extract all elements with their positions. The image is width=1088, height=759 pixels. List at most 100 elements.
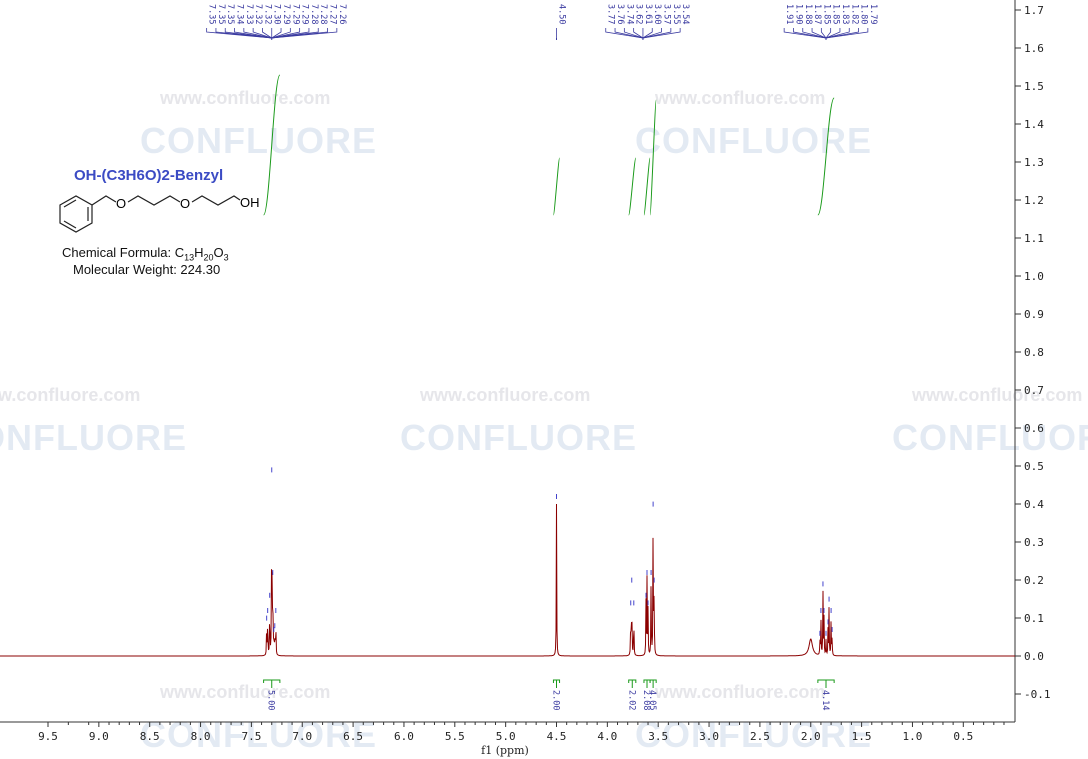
x-tick-label: 8.5 (140, 730, 160, 743)
integral-value: 5.00 (266, 690, 276, 710)
watermark-brand: CONFLUORE (140, 120, 377, 161)
y-tick-label: 1.1 (1024, 232, 1044, 245)
spectrum-line (0, 503, 1015, 657)
integral-value: 4.14 (820, 690, 830, 710)
watermark-url: www.confluore.com (655, 88, 826, 108)
peak-label: 3.61 (643, 4, 653, 24)
watermark-url: www.confluore.com (420, 385, 591, 405)
peak-label: 7.29 (300, 4, 310, 24)
y-tick-label: 0.4 (1024, 498, 1044, 511)
y-tick-label: -0.1 (1024, 688, 1051, 701)
svg-text:OH: OH (240, 195, 260, 210)
x-tick-label: 8.0 (191, 730, 211, 743)
peak-label-leader (271, 28, 301, 39)
peak-label: 3.74 (624, 4, 634, 24)
watermark-brand: CONFLUORE (892, 417, 1088, 458)
x-tick-label: 5.0 (496, 730, 516, 743)
peak-label: 1.85 (831, 4, 841, 24)
y-tick-label: 1.5 (1024, 80, 1044, 93)
peak-label: 7.29 (290, 4, 300, 24)
peak-label: 1.85 (821, 4, 831, 24)
integral-curve (643, 157, 651, 216)
peak-label: 7.29 (281, 4, 291, 24)
integral-curve (552, 157, 561, 216)
y-tick-label: 0.9 (1024, 308, 1044, 321)
peak-label: 7.32 (253, 4, 263, 24)
x-tick-label: 9.0 (89, 730, 109, 743)
peak-label-leader (825, 28, 869, 39)
peak-label: 1.91 (784, 4, 794, 24)
integral-bracket (552, 679, 561, 688)
peak-label: 1.80 (859, 4, 869, 24)
y-tick-label: 0.0 (1024, 650, 1044, 663)
peak-label: 7.34 (235, 4, 245, 24)
integral-curve (628, 157, 637, 216)
integral-value: 2.00 (551, 690, 561, 710)
peak-label-leader (642, 28, 681, 39)
integral-value: 2.08 (641, 690, 651, 710)
peak-label-leader (262, 28, 272, 39)
peak-label-leader (252, 28, 272, 39)
peak-label: 7.32 (262, 4, 272, 24)
watermark-brand: CONFLUORE (400, 417, 637, 458)
peak-label-leader (642, 28, 653, 39)
x-tick-label: 6.5 (343, 730, 363, 743)
peak-label: 3.77 (606, 4, 616, 24)
x-tick-label: 0.5 (953, 730, 973, 743)
integral-bracket (649, 679, 657, 688)
peak-label-leader (605, 28, 644, 39)
peak-label-leader (825, 28, 841, 39)
y-tick-label: 1.3 (1024, 156, 1044, 169)
peak-label-leader (642, 28, 672, 39)
y-tick-label: 0.2 (1024, 574, 1044, 587)
integral-bracket (628, 679, 637, 688)
integral-bracket (263, 679, 281, 688)
svg-text:O: O (180, 196, 190, 211)
peak-label: 7.35 (225, 4, 235, 24)
peak-label: 4.50 (557, 4, 567, 24)
peak-label-leader (271, 28, 338, 39)
x-tick-label: 7.0 (292, 730, 312, 743)
peak-label-leader (783, 28, 827, 39)
integral-curve (817, 97, 835, 216)
watermark-url: www.confluore.com (0, 385, 141, 405)
peak-label-leader (825, 28, 859, 39)
peak-label: 7.35 (216, 4, 226, 24)
x-tick-label: 4.0 (597, 730, 617, 743)
x-tick-label: 9.5 (38, 730, 58, 743)
watermark-url: www.confluore.com (912, 385, 1083, 405)
y-tick-label: 1.0 (1024, 270, 1044, 283)
integral-bracket (643, 679, 651, 688)
peak-label: 7.26 (337, 4, 347, 24)
peak-label: 3.62 (634, 4, 644, 24)
y-tick-label: 0.3 (1024, 536, 1044, 549)
watermark-url: www.confluore.com (160, 88, 331, 108)
y-tick-label: 1.7 (1024, 4, 1044, 17)
integral-curve (649, 99, 657, 216)
x-tick-label: 3.0 (699, 730, 719, 743)
peak-label-leader (825, 28, 850, 39)
peak-label-leader (243, 28, 272, 39)
x-tick-label: 1.0 (903, 730, 923, 743)
compound-name: OH-(C3H6O)2-Benzyl (74, 167, 224, 184)
y-tick-label: 0.1 (1024, 612, 1044, 625)
peak-label: 7.28 (318, 4, 328, 24)
peak-label: 1.90 (793, 4, 803, 24)
peak-label-leader (811, 28, 827, 39)
watermark-brand: CONFLUORE (635, 120, 872, 161)
integral-bracket (817, 679, 835, 688)
peak-label-leader (825, 28, 832, 39)
peak-label-leader (820, 28, 827, 39)
watermark-brand: CONFLUORE (140, 714, 377, 755)
peak-label-leader (224, 28, 272, 39)
peak-label-leader (271, 28, 291, 39)
watermark-url: www.confluore.com (160, 682, 331, 702)
peak-label-leader (623, 28, 644, 39)
peak-label: 3.57 (662, 4, 672, 24)
peak-label: 7.35 (207, 4, 217, 24)
peak-label: 3.76 (615, 4, 625, 24)
x-tick-label: 5.5 (445, 730, 465, 743)
peak-label-leader (793, 28, 827, 39)
